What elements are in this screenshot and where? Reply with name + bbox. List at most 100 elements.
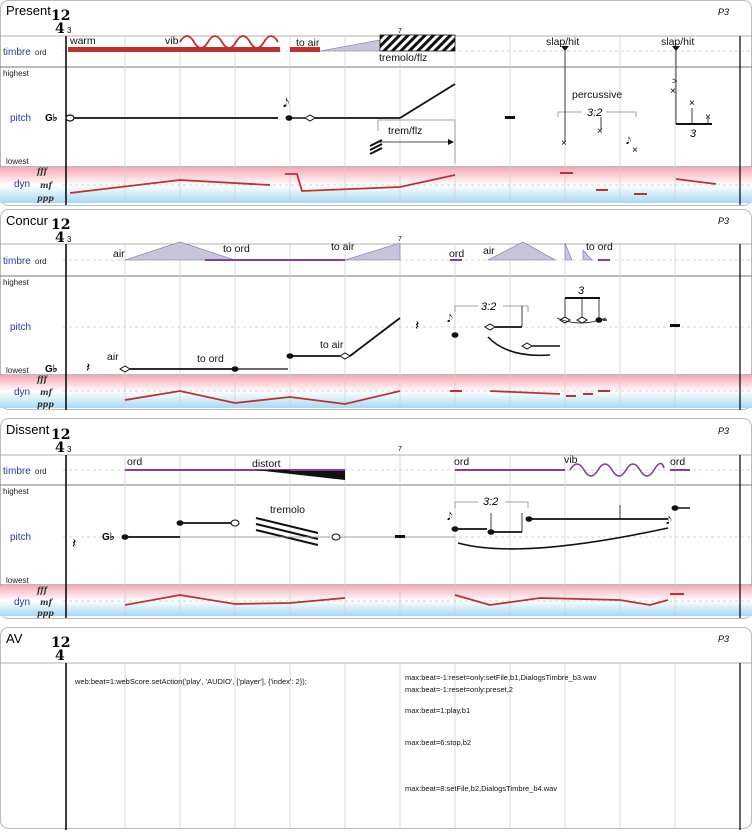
- tremolo-slashes: [369, 139, 383, 155]
- ord-label: ord: [35, 467, 47, 476]
- pitch-gliss: [349, 317, 401, 357]
- accent: >: [672, 76, 677, 86]
- timbre-hatch-tremolo: [379, 34, 456, 52]
- lowest-label: lowest: [6, 157, 29, 166]
- dyn-curve: [454, 594, 669, 606]
- dyn-curve: [675, 178, 717, 185]
- note-head: [525, 516, 533, 522]
- dyn-curve: [489, 390, 561, 395]
- dyn-mf: mf: [40, 180, 53, 190]
- row-label-timbre: timbre: [3, 256, 31, 267]
- lowest-label: lowest: [6, 366, 29, 375]
- time-signature-num: 12: [51, 635, 70, 651]
- dyn-fff: fff: [36, 374, 49, 384]
- annotation-slap-hit: slap/hit: [546, 36, 579, 48]
- annotation-percussive: percussive: [572, 89, 622, 101]
- note-head: [121, 534, 129, 540]
- annotation-ord: ord: [449, 248, 464, 260]
- time-signature-den: 4: [55, 440, 65, 456]
- tremolo-lines: [255, 517, 319, 546]
- page-number: P3: [718, 7, 729, 17]
- rest: 𝄽: [72, 535, 76, 551]
- tuplet-label: 3:2: [481, 301, 496, 313]
- tuplet-bracket: [454, 305, 478, 312]
- av-command: max:beat=6:stop,b2: [405, 738, 471, 747]
- av-command: max:beat=1:play,b1: [405, 706, 470, 715]
- note-head: [231, 366, 239, 372]
- time-signature-den: 4: [55, 230, 65, 246]
- rest: [670, 324, 680, 327]
- annotation-ord: ord: [127, 456, 142, 468]
- tuplet-bracket: [505, 501, 529, 508]
- bar-number: 3: [67, 235, 72, 244]
- page-number: P3: [718, 216, 729, 226]
- dyn-ppp: ppp: [37, 399, 54, 409]
- slap-marker: [561, 46, 569, 51]
- row-label-pitch: pitch: [10, 322, 31, 333]
- ord-label: ord: [35, 257, 47, 266]
- av-command: max:beat=-1:reset=only:setFile,b1,Dialog…: [405, 673, 597, 682]
- annotation-air: air: [113, 248, 125, 260]
- highest-label: highest: [3, 487, 30, 496]
- timbre-wedge-distort: [255, 470, 345, 480]
- tuplet-label: 3:2: [483, 496, 498, 508]
- rest: [505, 116, 515, 119]
- clef-label: G♭: [45, 113, 58, 124]
- note-head: [451, 526, 459, 532]
- timbre-wedge: [582, 249, 593, 261]
- annotation-warm: warm: [69, 35, 96, 47]
- dyn-fff: fff: [36, 166, 49, 176]
- bar-number: 7: [398, 28, 402, 35]
- annotation-tremolo-flz: tremolo/flz: [379, 52, 427, 64]
- annotation-tremolo: tremolo: [270, 504, 305, 516]
- clef-label: G♭: [102, 532, 115, 543]
- rest: [395, 535, 405, 538]
- grace-note: 𝅘𝅥𝅮: [626, 136, 632, 147]
- panel-title: Dissent: [6, 422, 50, 437]
- annotation-vib: vib: [165, 35, 179, 47]
- annotation-vib: vib: [564, 454, 578, 466]
- page-number: P3: [718, 426, 729, 436]
- x-note: ×: [632, 145, 638, 156]
- triplet-label: 3: [578, 285, 585, 297]
- x-note: ×: [597, 126, 603, 137]
- dyn-curve: [124, 594, 346, 606]
- dyn-curve: [69, 179, 271, 194]
- annotation-to-ord: to ord: [197, 353, 224, 365]
- time-signature-den: 4: [55, 648, 65, 664]
- trem-bracket: [377, 119, 456, 163]
- grace-note: 𝅘𝅥𝅮: [447, 313, 453, 325]
- harmonic-note: [576, 316, 588, 324]
- dyn-ppp: ppp: [37, 193, 54, 203]
- triplet-label: 3: [690, 128, 697, 140]
- pitch-gliss: [399, 83, 456, 119]
- panel-frame: [0, 627, 752, 829]
- dyn-mf: mf: [40, 387, 53, 397]
- slur: [457, 527, 669, 550]
- time-signature-num: 12: [51, 427, 70, 443]
- annotation-to-air: to air: [296, 37, 320, 49]
- beat-grid: [124, 36, 676, 203]
- time-signature-den: 4: [55, 21, 65, 37]
- grace-note: 𝅘𝅥𝅮: [666, 515, 672, 527]
- tuplet-bracket: [606, 111, 637, 117]
- note-head: [286, 353, 294, 359]
- tuplet-bracket: [503, 305, 529, 312]
- av-command: max:beat=8:setFile,b2,DialogsTimbre_b4.w…: [405, 784, 557, 793]
- dyn-fff: fff: [36, 585, 49, 595]
- annotation-trem-flz: trem/flz: [388, 125, 422, 137]
- note-head: [671, 505, 679, 511]
- note-head: [285, 115, 293, 121]
- note-head: [65, 114, 75, 122]
- row-label-dyn: dyn: [14, 179, 30, 190]
- tuplet-bracket: [454, 501, 478, 508]
- annotation-air: air: [483, 245, 495, 257]
- annotation-distort: distort: [252, 458, 281, 470]
- row-label-pitch: pitch: [10, 113, 31, 124]
- bar-number: 7: [398, 236, 402, 243]
- slur: [556, 317, 607, 324]
- panel-av: AV P3 12 4 web:beat=1:webScore.setAction…: [0, 627, 752, 830]
- note-head-open: [331, 533, 341, 541]
- panel-dissent: Dissent P3 12 4 3 7 timbre ord highest p…: [0, 418, 752, 619]
- av-command: max:beat=-1:reset=only:preset,2: [405, 685, 513, 694]
